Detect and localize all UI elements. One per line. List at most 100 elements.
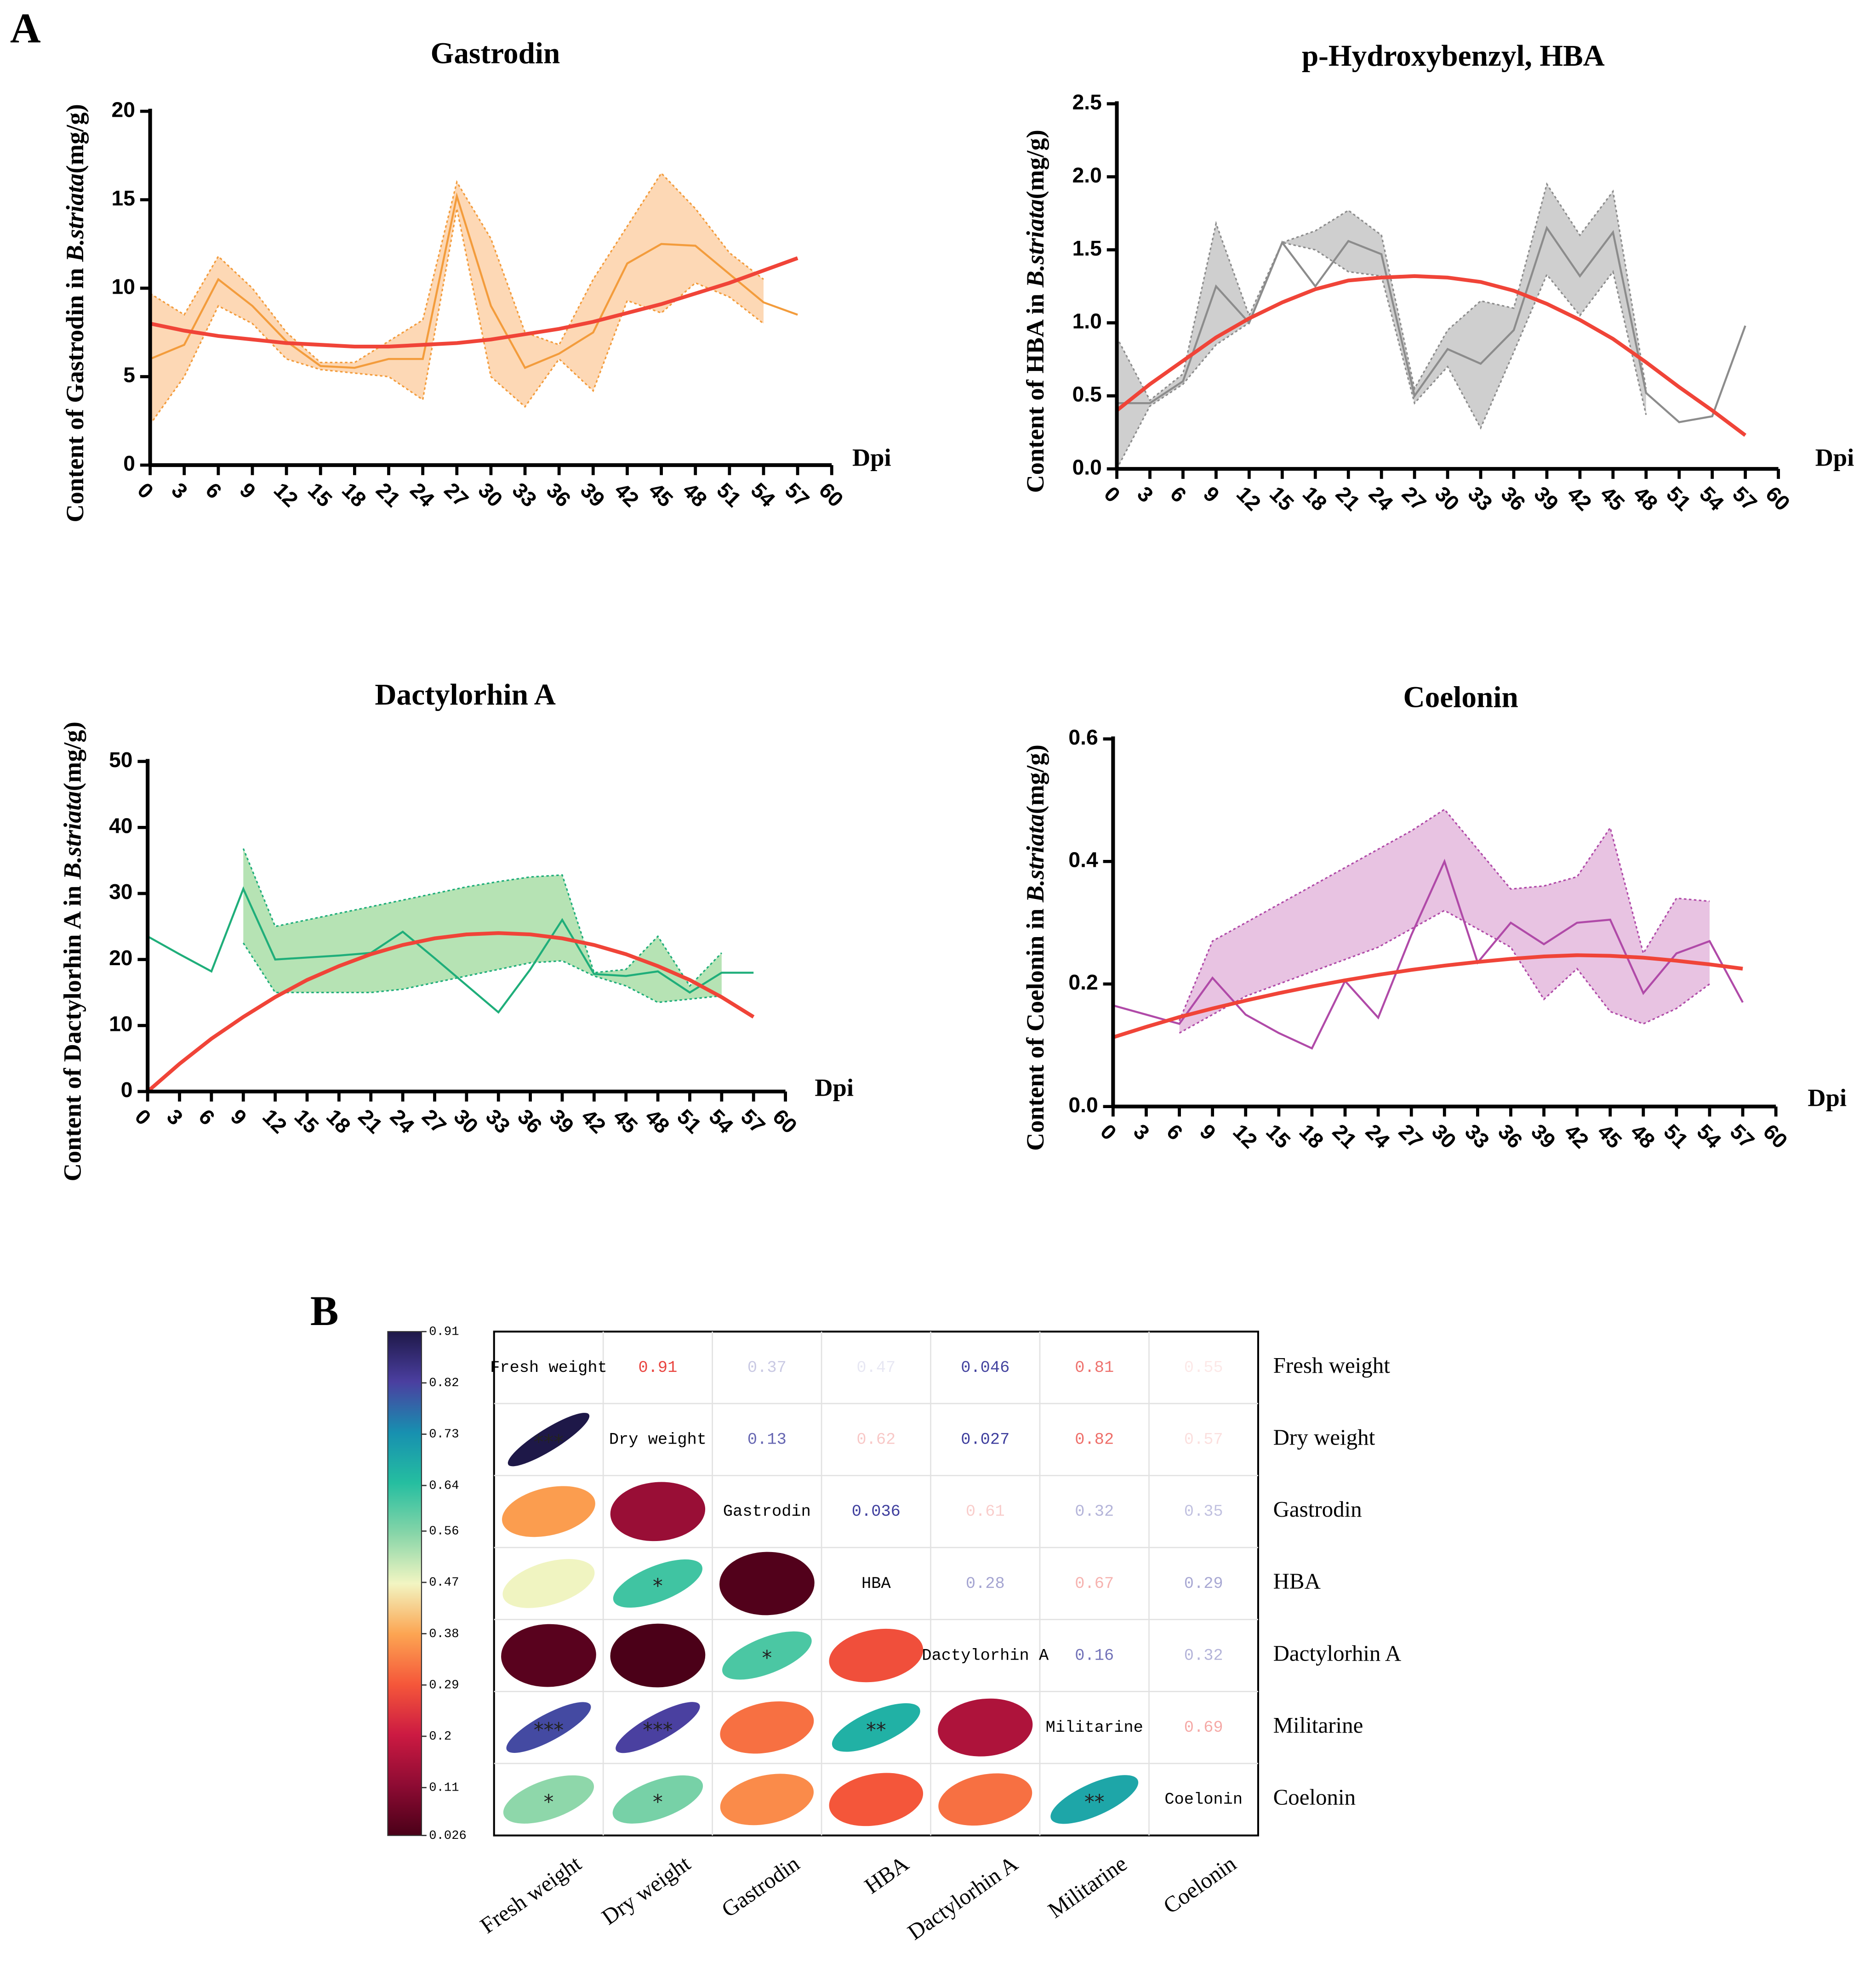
y-axis-label-part: (mg/g) <box>59 722 86 791</box>
band-lower <box>149 208 764 425</box>
y-tick-label: 50 <box>109 748 132 772</box>
y-axis-label-part: Content of HBA in <box>1022 287 1049 493</box>
y-axis-label: Content of Coelonin in B.striata(mg/g) <box>1022 745 1049 1151</box>
cell-value: 0.47 <box>856 1359 895 1377</box>
cell-value: 0.16 <box>1075 1646 1114 1665</box>
colorbar-tick-label: 0.026 <box>429 1829 467 1843</box>
row-label: Gastrodin <box>1273 1496 1362 1522</box>
error-band <box>1117 184 1646 469</box>
diagonal-label: Militarine <box>1046 1718 1143 1737</box>
y-tick-label: 1.5 <box>1072 236 1102 260</box>
correlation-ellipse <box>832 1703 920 1752</box>
cell-value: 0.35 <box>1184 1502 1223 1521</box>
correlation-ellipse <box>502 1486 595 1537</box>
y-axis-label: Content of Gastrodin in B.striata(mg/g) <box>61 104 89 522</box>
cell-value: 0.32 <box>1184 1646 1223 1665</box>
row-label: Fresh weight <box>1273 1353 1391 1378</box>
x-axis-label: Dpi <box>852 444 891 472</box>
diagonal-label: Dactylorhin A <box>922 1646 1049 1665</box>
colorbar-tick-label: 0.91 <box>429 1325 459 1339</box>
cell-value: 0.29 <box>1184 1575 1223 1593</box>
correlation-ellipse <box>506 1702 591 1753</box>
chart-title: Gastrodin <box>431 37 560 70</box>
colorbar <box>387 1331 422 1836</box>
significance-stars: *** <box>643 1719 673 1742</box>
cell-value: 0.82 <box>1075 1431 1114 1449</box>
band-upper <box>149 172 764 364</box>
y-tick-label: 5 <box>123 363 135 387</box>
significance-stars: * <box>544 1791 554 1814</box>
y-axis-label-part: (mg/g) <box>1022 745 1049 814</box>
band-lower <box>242 942 722 1003</box>
y-axis-label-part: B.striata <box>59 791 86 880</box>
correlation-ellipse <box>612 1775 703 1824</box>
y-tick-label: 0.6 <box>1068 725 1098 749</box>
mean-line <box>1112 859 1744 1050</box>
correlation-ellipse <box>501 1624 596 1687</box>
error-band <box>150 173 764 425</box>
correlation-ellipse <box>720 1701 814 1754</box>
cell-value: 0.67 <box>1075 1575 1114 1593</box>
diagonal-label: HBA <box>861 1575 891 1593</box>
diagonal-label: Gastrodin <box>723 1502 811 1521</box>
cell-value: 0.62 <box>856 1431 895 1449</box>
x-axis-label: Dpi <box>815 1074 854 1102</box>
cell-value: 0.61 <box>966 1502 1005 1521</box>
cell-value: 0.81 <box>1075 1359 1114 1377</box>
y-axis-label-part: B.striata <box>1022 199 1049 288</box>
cell-value: 0.13 <box>747 1431 787 1449</box>
y-tick-label: 15 <box>112 186 135 210</box>
correlation-ellipse <box>829 1773 924 1826</box>
correlation-ellipse <box>610 1623 706 1688</box>
significance-stars: *** <box>534 1431 564 1454</box>
mean-line <box>149 192 798 370</box>
error-band <box>243 848 722 1003</box>
y-tick-label: 10 <box>109 1012 132 1036</box>
significance-stars: ** <box>1084 1791 1105 1814</box>
chart-title: p-Hydroxybenzyl, HBA <box>1302 40 1605 73</box>
correlation-ellipse <box>616 1702 700 1753</box>
colorbar-tick-label: 0.64 <box>429 1479 459 1493</box>
band-upper <box>1179 808 1710 1021</box>
y-axis-label-part: Content of Gastrodin in <box>61 262 89 522</box>
diagonal-label: Dry weight <box>609 1431 707 1449</box>
correlation-ellipse <box>610 1482 706 1541</box>
mean-line <box>1117 226 1746 423</box>
correlation-ellipse <box>719 1552 815 1615</box>
correlation-ellipse <box>507 1413 590 1467</box>
y-tick-label: 0.2 <box>1068 970 1098 994</box>
y-tick-label: 2.0 <box>1072 163 1102 187</box>
cell-value: 0.28 <box>966 1575 1005 1593</box>
y-tick-label: 0.5 <box>1072 382 1102 406</box>
colorbar-tick-label: 0.47 <box>429 1576 459 1590</box>
significance-stars: *** <box>534 1719 564 1742</box>
correlation-ellipse <box>613 1559 703 1608</box>
y-axis-label: Content of HBA in B.striata(mg/g) <box>1022 130 1049 493</box>
cell-value: 0.91 <box>638 1359 677 1377</box>
correlation-ellipse <box>503 1775 594 1824</box>
fit-curve <box>149 256 798 349</box>
row-label: Dry weight <box>1273 1424 1375 1450</box>
cell-value: 0.57 <box>1184 1431 1223 1449</box>
cell-value: 0.55 <box>1184 1359 1223 1377</box>
significance-stars: ** <box>866 1719 886 1742</box>
colorbar-tick-label: 0.11 <box>429 1781 459 1795</box>
correlation-ellipse <box>938 1773 1032 1826</box>
row-label: HBA <box>1273 1569 1321 1594</box>
significance-stars: * <box>653 1791 663 1814</box>
y-tick-label: 30 <box>109 880 132 904</box>
colorbar-tick-label: 0.73 <box>429 1428 459 1442</box>
y-axis-label: Content of Dactylorhin A in B.striata(mg… <box>59 722 86 1181</box>
x-axis-label: Dpi <box>1808 1084 1847 1111</box>
cell-value: 0.69 <box>1184 1718 1223 1737</box>
panel-label: A <box>10 5 41 52</box>
y-axis-label-part: (mg/g) <box>61 104 89 173</box>
y-axis-label-part: B.striata <box>61 173 89 262</box>
y-tick-label: 40 <box>109 814 132 838</box>
y-tick-label: 1.0 <box>1072 309 1102 333</box>
colorbar-tick-label: 0.2 <box>429 1729 451 1744</box>
cell-value: 0.027 <box>961 1431 1009 1449</box>
y-tick-label: 0.0 <box>1072 455 1102 479</box>
chart-title: Dactylorhin A <box>375 678 556 711</box>
